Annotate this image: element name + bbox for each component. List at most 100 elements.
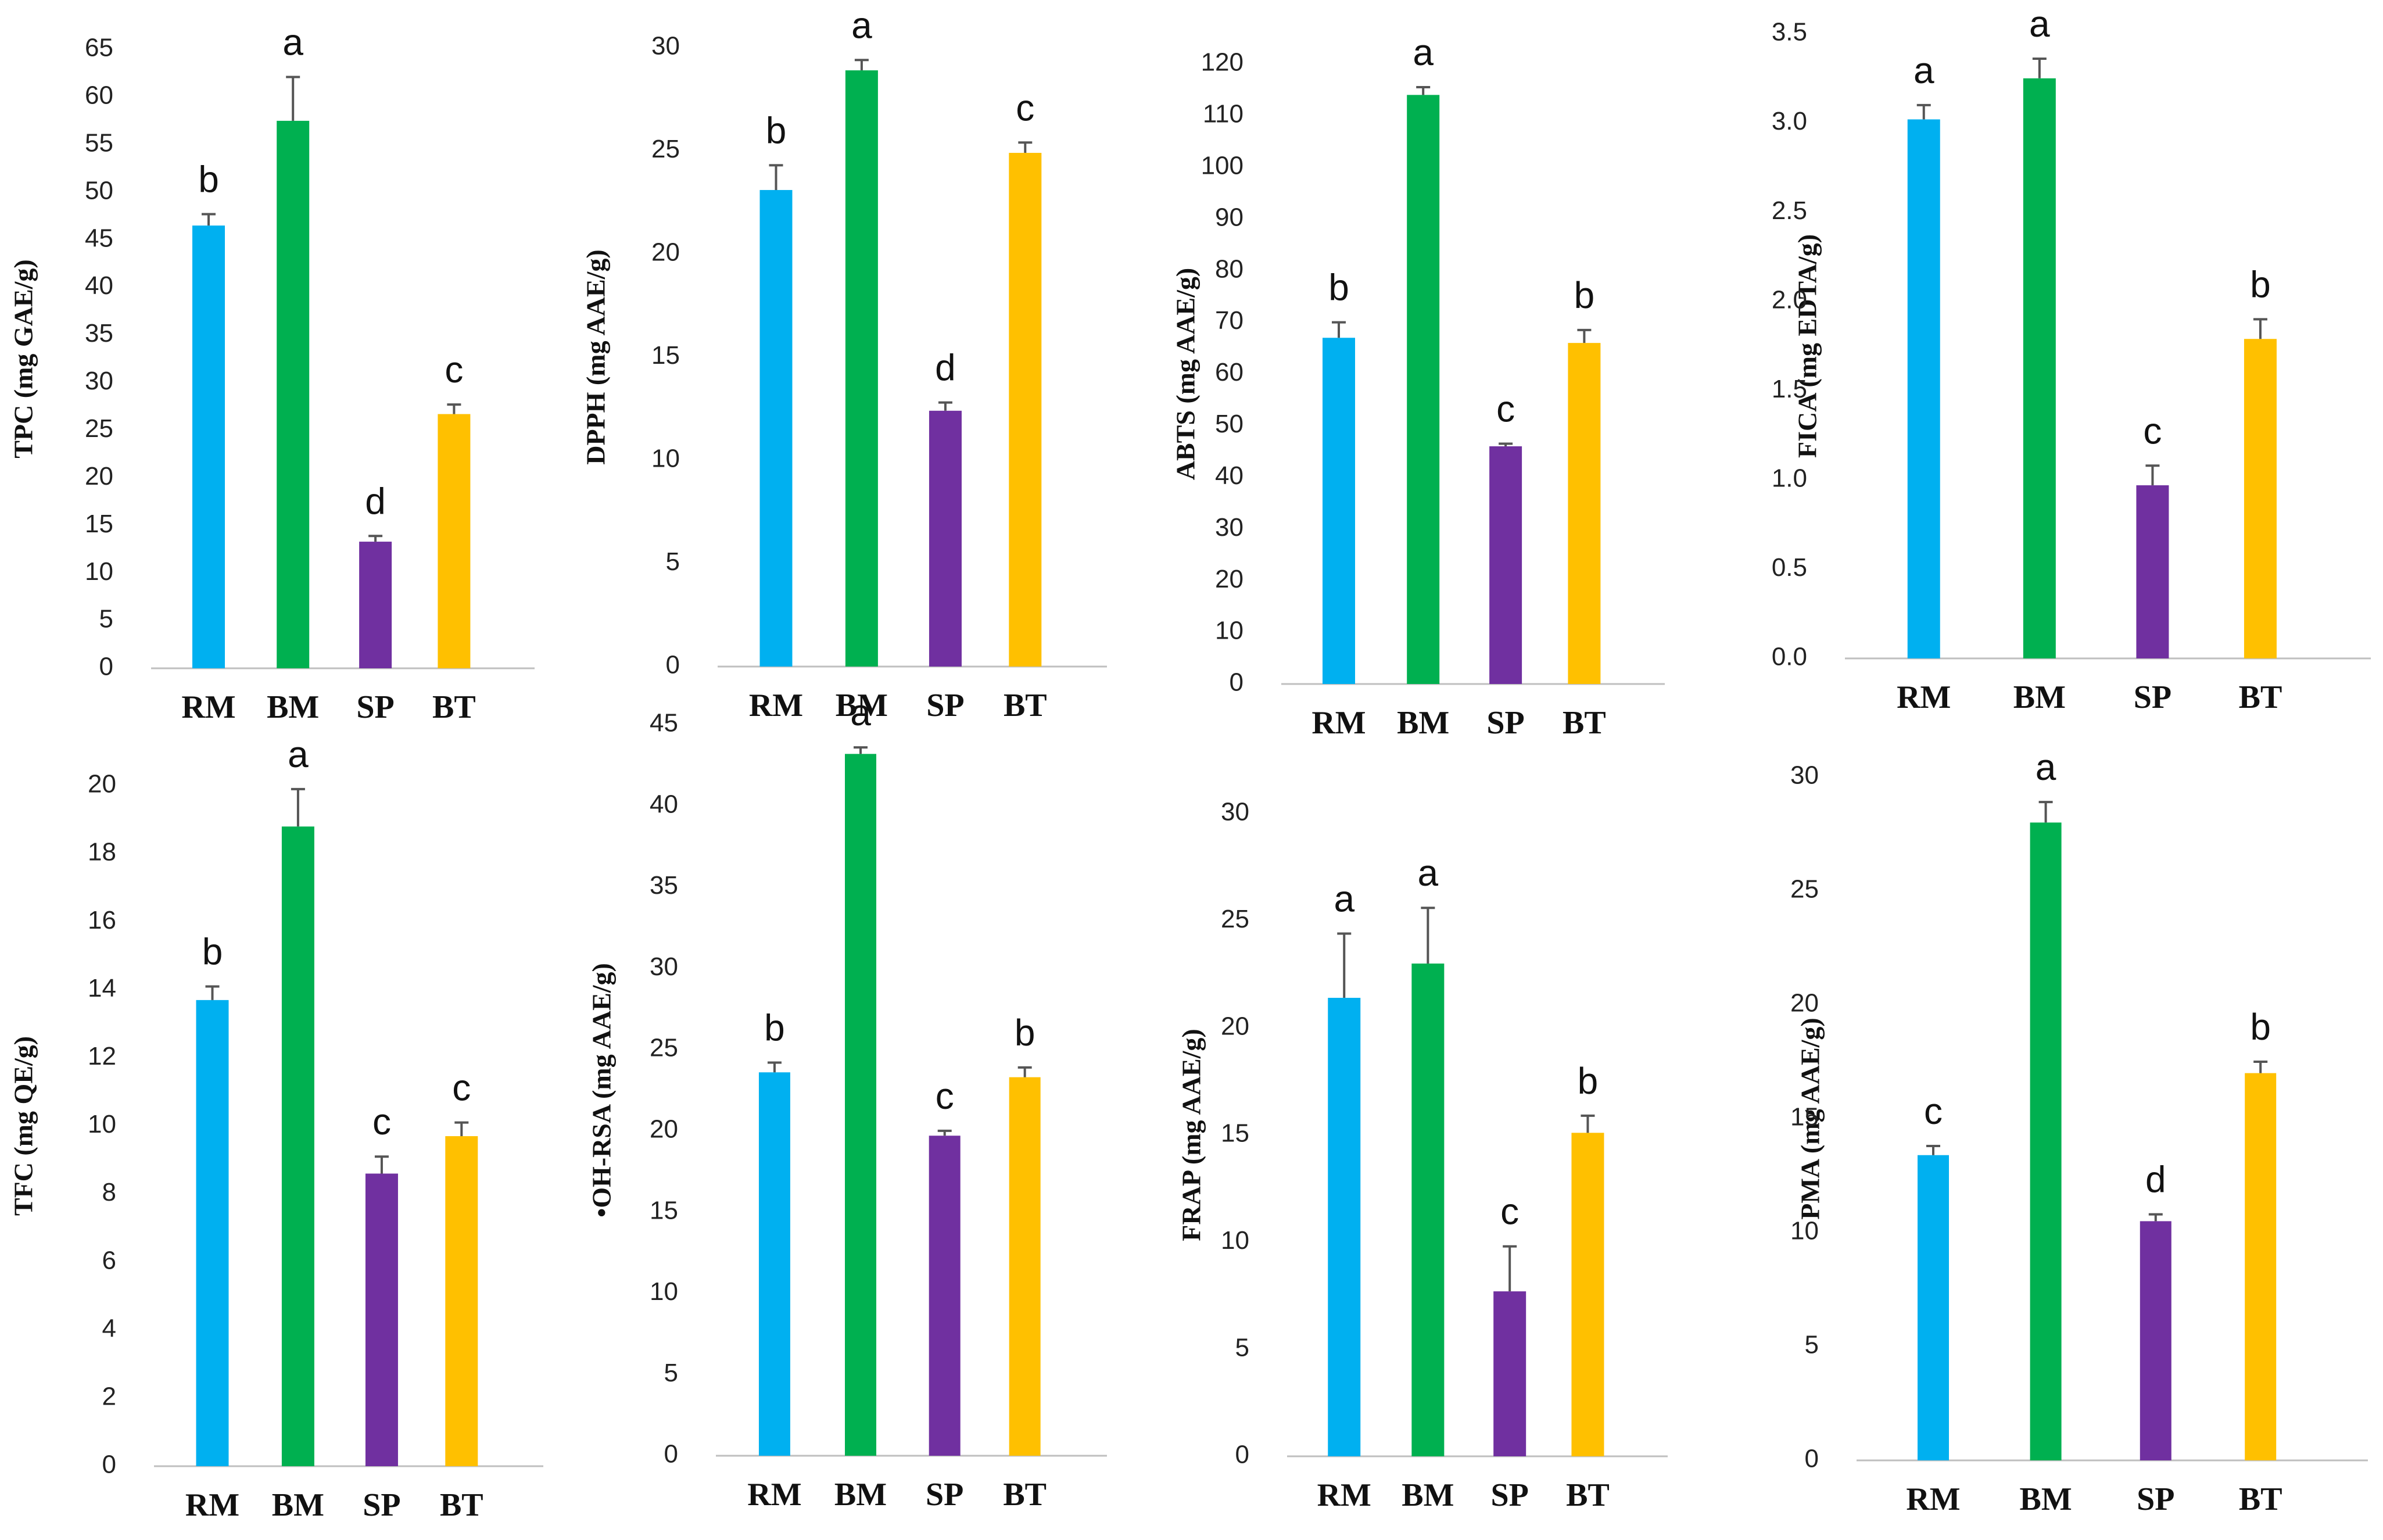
significance-letter: a	[850, 692, 871, 733]
y-tick-label: 0	[666, 651, 680, 679]
chart-panel-5: TFC (mg QE/g) 0 2 4 6 8 10 12 14 16 18 20 b RM a BM c SP c…	[9, 733, 543, 1523]
x-category-label: BT	[432, 689, 476, 725]
significance-letter: b	[766, 109, 787, 151]
y-tick-label: 40	[85, 271, 113, 300]
significance-letter: a	[288, 733, 309, 775]
significance-letter: c	[1500, 1191, 1519, 1233]
x-category-label: SP	[356, 689, 394, 725]
y-tick-label: 5	[1805, 1331, 1819, 1359]
x-category-label: BM	[834, 1477, 887, 1513]
y-tick-label: 60	[1215, 358, 1244, 386]
significance-letter: b	[198, 158, 219, 200]
bar-rm	[1918, 1155, 1949, 1460]
x-category-label: BM	[1402, 1477, 1454, 1513]
significance-letter: b	[2250, 263, 2271, 305]
x-category-label: BT	[440, 1487, 483, 1523]
x-category-label: BM	[2013, 679, 2066, 715]
x-category-label: RM	[185, 1487, 239, 1523]
y-tick-label: 10	[651, 445, 680, 473]
bar-sp	[365, 1173, 398, 1466]
x-category-label: RM	[181, 689, 235, 725]
bar-bt	[1568, 343, 1601, 684]
bar-rm	[1907, 119, 1940, 658]
y-tick-label: 40	[1215, 461, 1244, 490]
significance-letter: a	[1913, 49, 1934, 91]
y-tick-label: 14	[88, 974, 116, 1002]
significance-letter: a	[282, 22, 303, 63]
y-tick-label: 0	[1230, 668, 1244, 697]
x-category-label: BT	[1566, 1477, 1610, 1513]
error-bar	[291, 787, 305, 827]
chart-panel-2: DPPH (mg AAE/g) 0 5 10 15 20 25 30 b RM a BM d SP c BT	[581, 4, 1107, 724]
error-bar	[2032, 58, 2047, 78]
y-tick-label: 5	[1235, 1333, 1249, 1362]
y-tick-label: 16	[88, 906, 116, 934]
x-category-label: SP	[2134, 679, 2171, 715]
x-category-label: BT	[2239, 679, 2282, 715]
y-tick-label: 80	[1215, 255, 1244, 283]
y-tick-label: 15	[1221, 1119, 1249, 1148]
error-bar	[1421, 907, 1435, 964]
y-axis-title: FICA (mg EDTA/g)	[1793, 234, 1822, 458]
bar-bm	[1411, 964, 1445, 1456]
chart-panel-3: ABTS (mg AAE/g) 0 10 20 30 40 50 60 70 80 90 100 110…	[1171, 31, 1665, 741]
bar-sp	[1489, 446, 1522, 684]
error-bar	[938, 401, 952, 411]
x-category-label: RM	[1906, 1481, 1960, 1517]
x-category-label: BM	[836, 687, 888, 724]
x-category-label: RM	[1311, 705, 1366, 741]
y-tick-label: 5	[664, 1359, 678, 1387]
y-tick-label: 30	[1790, 761, 1819, 790]
y-tick-label: 0	[664, 1440, 678, 1469]
error-bar	[1337, 932, 1352, 998]
y-tick-label: 10	[1790, 1217, 1819, 1245]
y-axis-title: TFC (mg QE/g)	[9, 1036, 38, 1216]
y-tick-label: 120	[1201, 48, 1244, 77]
significance-letter: c	[936, 1075, 954, 1117]
significance-letter: c	[1016, 87, 1034, 128]
significance-letter: c	[2143, 410, 2162, 452]
y-tick-label: 110	[1203, 100, 1244, 128]
y-tick-label: 65	[85, 34, 113, 62]
y-tick-label: 5	[666, 547, 680, 576]
bar-sp	[1493, 1291, 1526, 1456]
significance-letter: c	[452, 1067, 471, 1109]
x-category-label: BM	[2019, 1481, 2072, 1517]
x-category-label: BM	[267, 689, 319, 725]
y-tick-label: 20	[1215, 565, 1244, 593]
bar-bm	[845, 754, 877, 1456]
significance-letter: c	[372, 1101, 391, 1143]
bar-rm	[192, 225, 225, 669]
y-tick-label: 0	[102, 1451, 116, 1479]
y-tick-label: 8	[102, 1178, 116, 1206]
y-tick-label: 2.0	[1772, 285, 1807, 314]
error-bar	[1018, 141, 1033, 153]
x-category-label: SP	[1490, 1477, 1528, 1513]
y-tick-label: 5	[99, 605, 113, 633]
error-bar	[2253, 1061, 2268, 1073]
significance-letter: a	[851, 4, 872, 46]
x-category-label: BT	[1563, 705, 1606, 741]
y-tick-label: 0	[1235, 1441, 1249, 1469]
y-tick-label: 90	[1215, 203, 1244, 231]
y-tick-label: 20	[88, 770, 116, 798]
bar-rm	[196, 1000, 229, 1466]
bar-bm	[2023, 78, 2056, 659]
bar-sp	[929, 410, 962, 667]
error-bar	[368, 535, 383, 542]
error-bar	[854, 746, 868, 754]
x-category-label: BM	[1397, 705, 1449, 741]
significance-letter: a	[1413, 31, 1434, 73]
bar-sp	[2136, 485, 2169, 658]
y-tick-label: 10	[1215, 617, 1244, 645]
x-category-label: BT	[1003, 1477, 1047, 1513]
x-category-label: SP	[1486, 705, 1524, 741]
y-tick-label: 0	[99, 653, 113, 681]
significance-letter: a	[1334, 878, 1354, 919]
y-axis-title: TPC (mg GAE/g)	[9, 259, 38, 458]
bar-rm	[759, 189, 793, 667]
significance-letter: c	[1924, 1090, 1943, 1132]
error-bar	[286, 76, 300, 121]
y-tick-label: 3.5	[1772, 18, 1807, 46]
error-bar	[205, 985, 220, 1000]
